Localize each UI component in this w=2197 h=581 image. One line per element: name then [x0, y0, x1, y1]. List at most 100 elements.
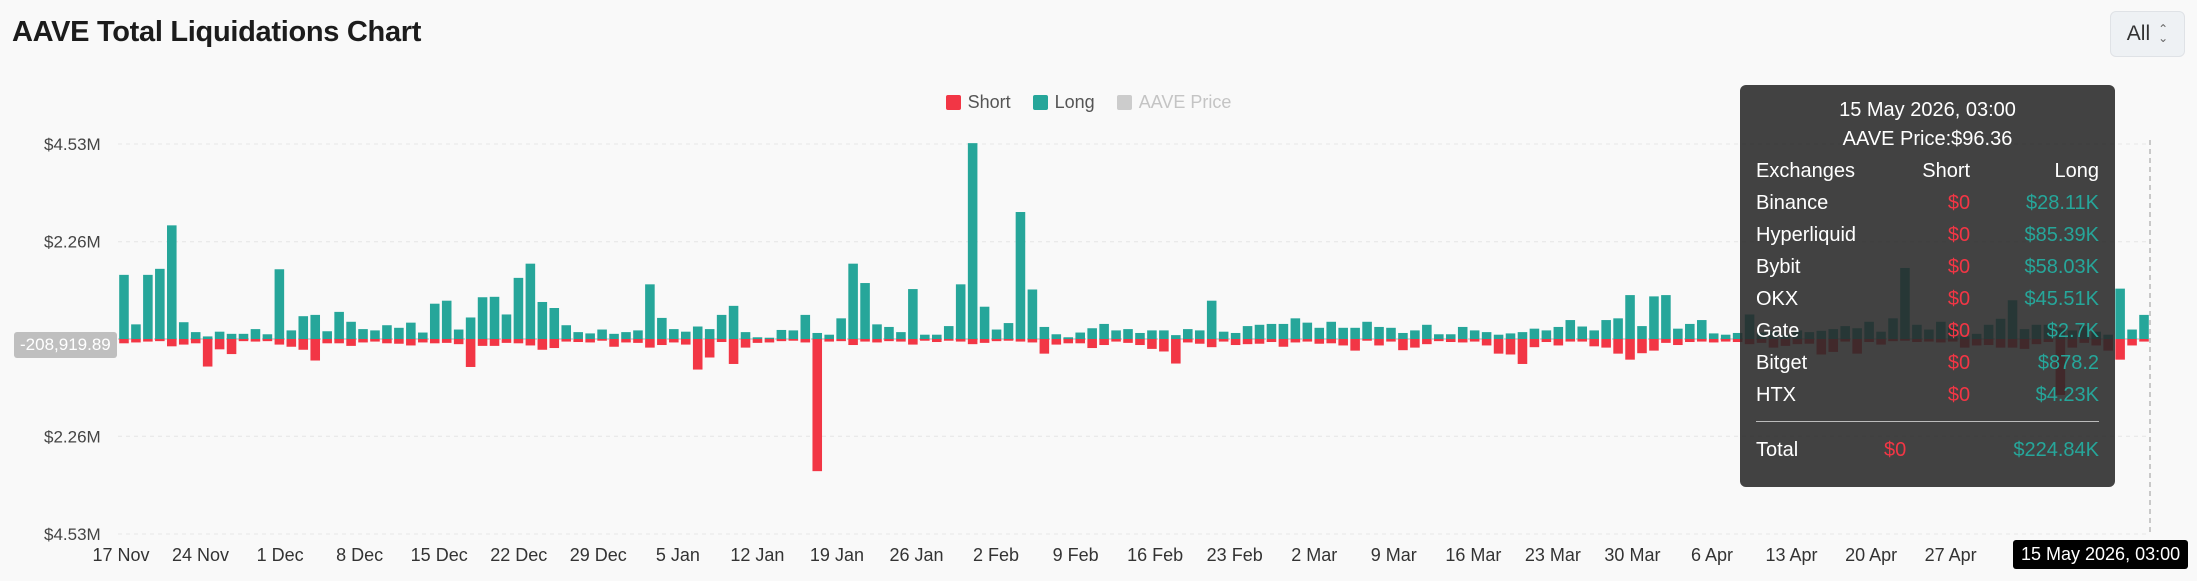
bar-short	[955, 339, 966, 342]
bar-short	[1326, 339, 1337, 344]
bar-long	[1553, 326, 1564, 339]
bar-short	[1553, 339, 1564, 346]
bar-long	[1673, 328, 1683, 339]
bar-long	[1254, 324, 1265, 339]
bar-short	[131, 339, 141, 343]
bar-long	[1242, 326, 1253, 339]
tooltip-short-value: $0	[1947, 351, 1971, 374]
bar-short	[836, 339, 846, 342]
bar-long	[1434, 334, 1444, 339]
tooltip-short-value: $0	[1947, 287, 1971, 310]
bar-long	[1326, 321, 1337, 339]
bar-short	[740, 339, 751, 348]
bar-long	[1075, 332, 1085, 339]
x-tick-label: 13 Apr	[1766, 545, 1818, 565]
bar-long	[728, 305, 739, 339]
bar-long	[585, 333, 595, 339]
bar-short	[979, 339, 990, 343]
bar-short	[1230, 339, 1241, 346]
bar-long	[190, 332, 201, 339]
bar-long	[1410, 330, 1420, 339]
bar-short	[1708, 339, 1719, 343]
tooltip-header-short: Short	[1922, 159, 1971, 182]
bar-long	[310, 314, 321, 339]
bar-short	[788, 339, 799, 341]
bar-long	[489, 296, 500, 339]
bar-long	[274, 269, 285, 339]
chart-tooltip: 15 May 2026, 03:00 AAVE Price:$96.36 Exc…	[1740, 85, 2115, 487]
bar-long	[465, 317, 476, 339]
legend-label-aave-price: AAVE Price	[1138, 92, 1232, 112]
bar-short	[848, 339, 858, 346]
bar-short	[824, 339, 834, 342]
bar-long	[1039, 326, 1050, 339]
bar-long	[1147, 330, 1157, 339]
legend-swatch-aave-price	[1116, 95, 1132, 110]
bar-long	[1159, 330, 1169, 339]
legend-item-aave-price[interactable]: AAVE Price	[1116, 92, 1232, 113]
legend-item-short[interactable]: Short	[945, 92, 1011, 113]
bar-long	[657, 317, 667, 339]
x-tick-label: 30 Mar	[1604, 545, 1660, 565]
bar-long	[1099, 323, 1109, 339]
bar-long	[1374, 326, 1384, 339]
bar-short	[286, 339, 297, 347]
tooltip-row: Hyperliquid $0 $85.39K	[1756, 219, 2099, 251]
bar-short	[1087, 339, 1097, 349]
bar-long	[1469, 330, 1480, 339]
bar-short	[2139, 339, 2149, 342]
bar-long	[1266, 323, 1277, 339]
bar-long	[991, 329, 1002, 339]
bar-long	[788, 330, 799, 339]
bar-long	[1027, 289, 1038, 339]
bar-short	[1685, 339, 1695, 343]
bar-long	[441, 300, 452, 339]
bar-long	[322, 331, 332, 339]
tooltip-total-table: Total $0 $224.84K	[1756, 434, 2099, 466]
x-tick-label: 15 Dec	[411, 545, 468, 565]
tooltip-row: Binance $0 $28.11K	[1756, 187, 2099, 219]
bar-long	[214, 331, 225, 339]
bar-short	[1696, 339, 1707, 342]
bar-long	[836, 318, 846, 339]
bar-short	[680, 339, 691, 345]
bar-long	[1314, 327, 1325, 339]
bar-long	[824, 334, 834, 339]
x-tick-label: 24 Nov	[172, 545, 229, 565]
tooltip-long-value: $45.51K	[2024, 287, 2099, 310]
bar-short	[1673, 339, 1683, 346]
bar-long	[704, 329, 715, 339]
bar-short	[418, 339, 428, 343]
bar-short	[1625, 339, 1635, 360]
tooltip-short-value: $0	[1947, 223, 1971, 246]
tooltip-exchange: Gate	[1756, 319, 1800, 342]
x-tick-label: 9 Feb	[1053, 545, 1099, 565]
x-tick-label: 23 Mar	[1525, 545, 1581, 565]
bar-long	[1696, 320, 1707, 339]
x-tick-label: 26 Jan	[889, 545, 943, 565]
tooltip-long-value: $878.2	[2037, 351, 2099, 374]
x-tick-label: 29 Dec	[570, 545, 627, 565]
bar-short	[178, 339, 189, 345]
bar-long	[872, 324, 882, 339]
bar-short	[597, 339, 607, 341]
bar-long	[680, 331, 691, 339]
x-tick-label: 16 Feb	[1127, 545, 1183, 565]
bar-long	[764, 337, 775, 339]
bar-short	[1386, 339, 1396, 342]
x-tick-label: 8 Dec	[336, 545, 383, 565]
bar-short	[752, 339, 763, 343]
bar-long	[537, 301, 548, 339]
bar-short	[967, 339, 978, 345]
time-range-select[interactable]: All ⌃ ⌄	[2110, 11, 2185, 57]
legend-item-long[interactable]: Long	[1032, 92, 1095, 113]
bar-short	[382, 339, 392, 344]
bar-long	[812, 332, 823, 339]
bar-long	[286, 330, 297, 339]
bar-long	[633, 330, 643, 339]
bar-long	[262, 334, 273, 339]
bar-long	[740, 332, 751, 339]
bar-short	[429, 339, 440, 344]
bar-long	[1517, 332, 1528, 339]
bar-long	[1290, 318, 1301, 339]
